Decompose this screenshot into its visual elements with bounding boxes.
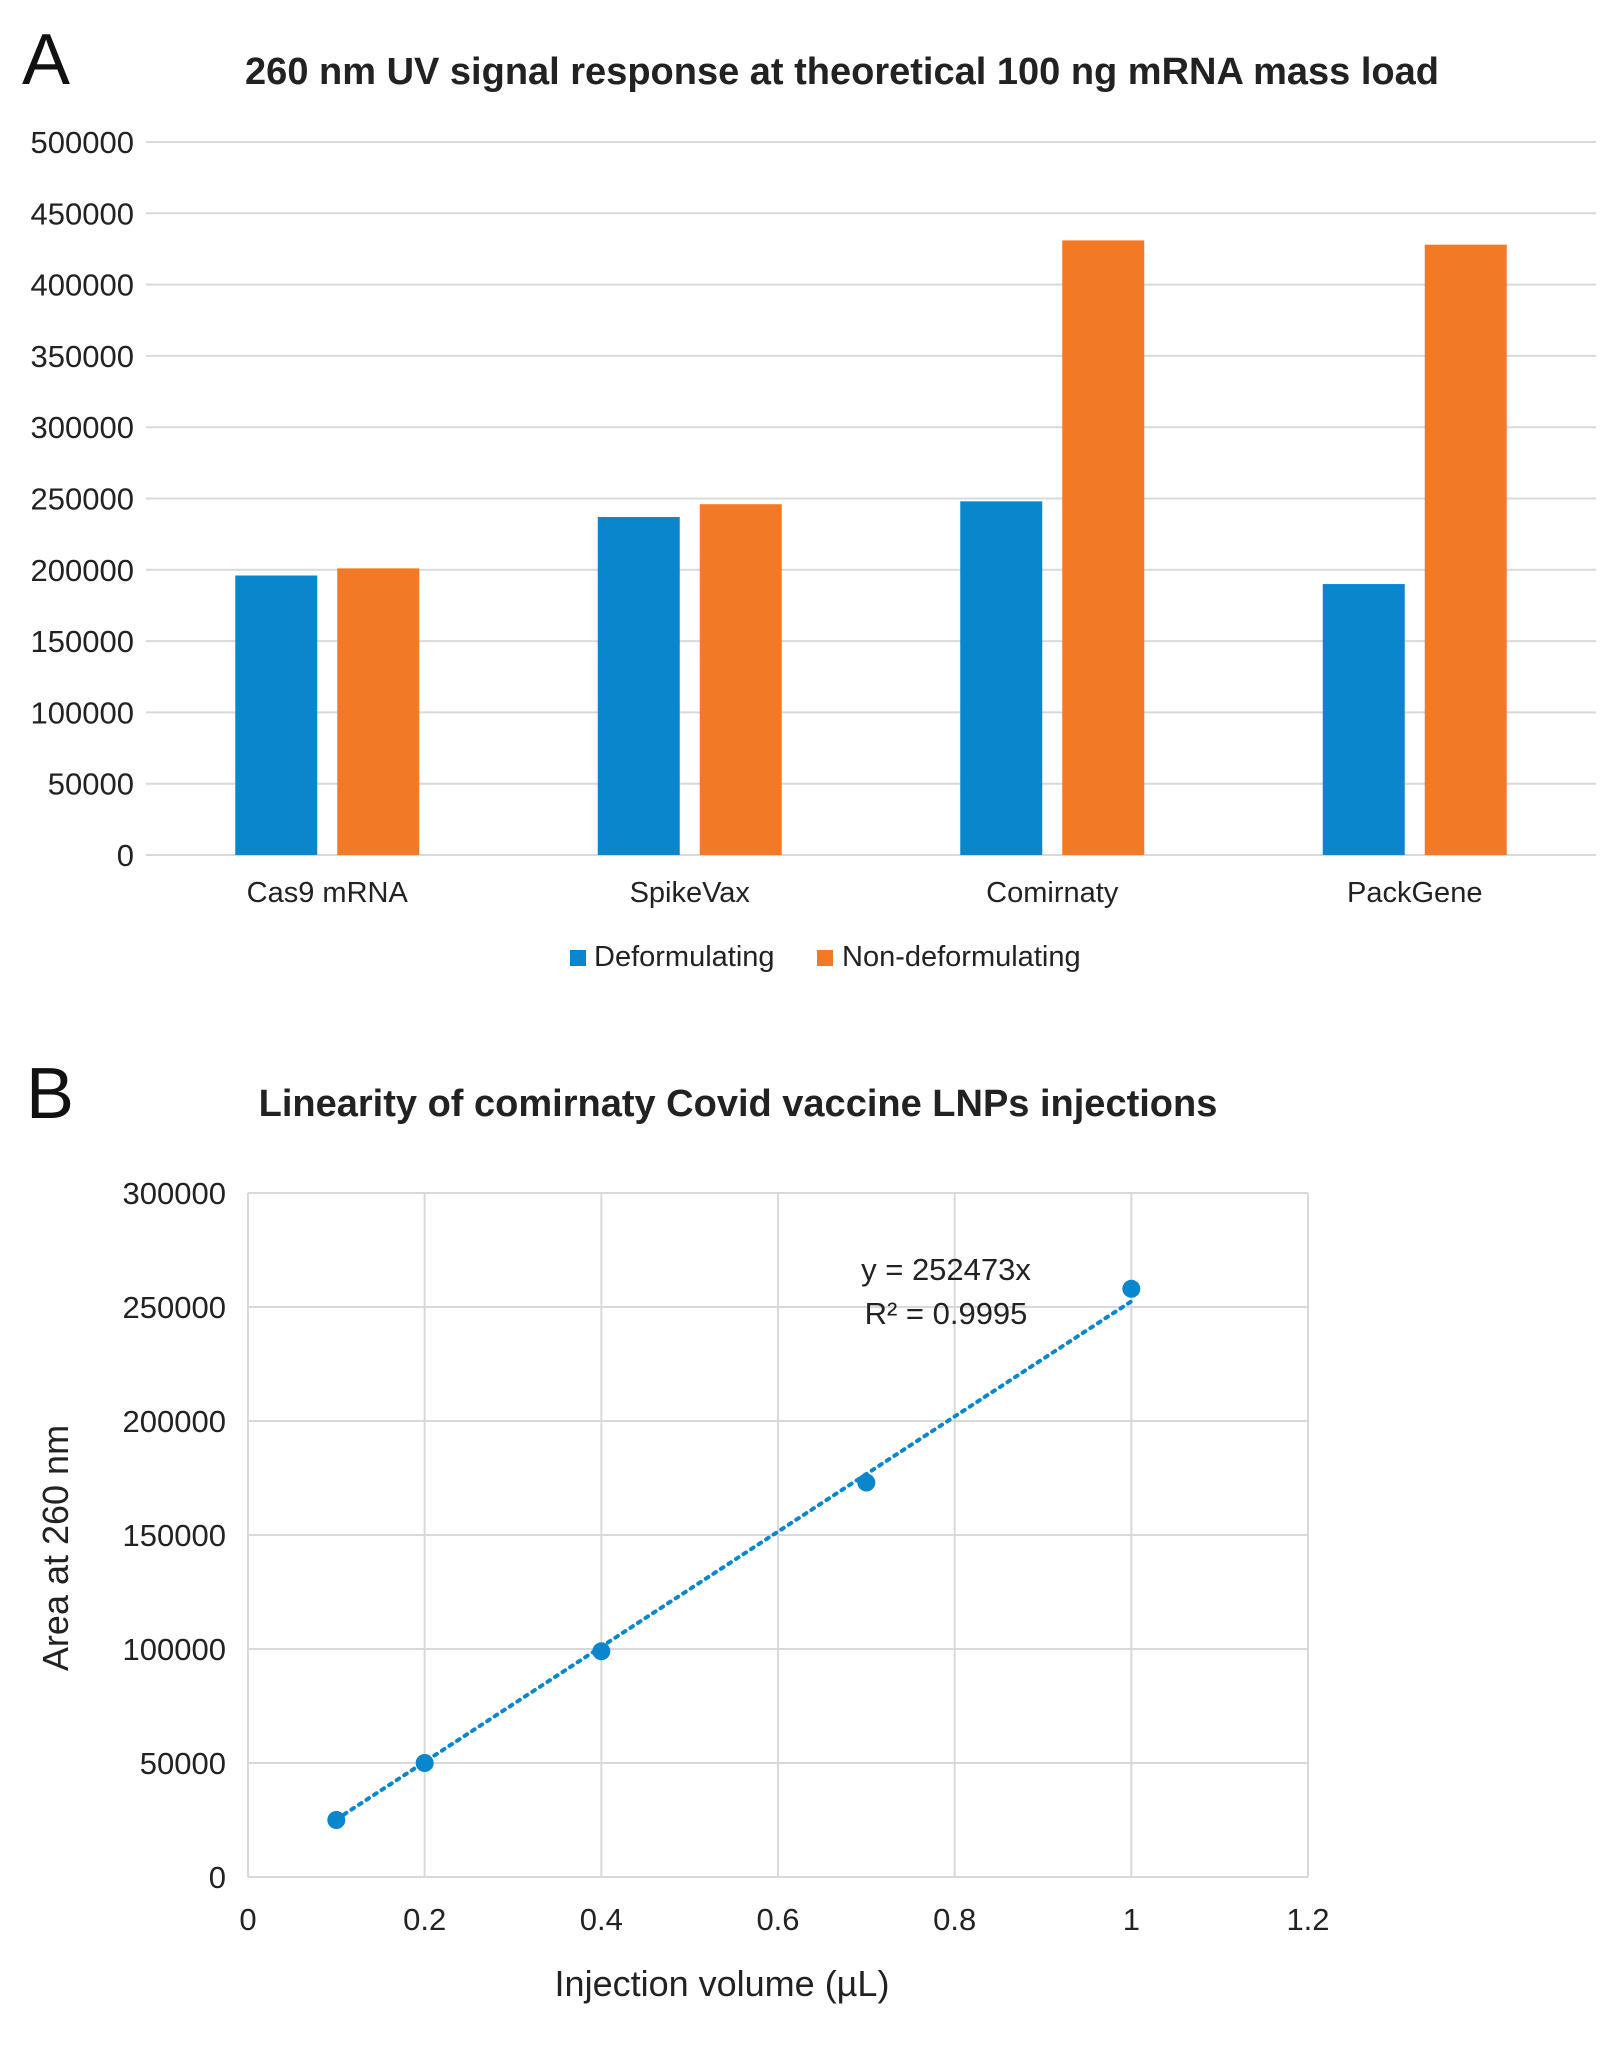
panel-a-title: 260 nm UV signal response at theoretical… bbox=[245, 51, 1439, 93]
legend-label-non-deformulating: Non-deformulating bbox=[842, 941, 1081, 973]
panel-b-x-tick-label: 0.2 bbox=[403, 1902, 446, 1937]
panel-b-y-tick-label: 100000 bbox=[123, 1632, 226, 1667]
bar-deformulating-cas9-mrna bbox=[235, 575, 318, 855]
panel-b-y-tick-label: 250000 bbox=[123, 1290, 226, 1325]
panel-a-legend: Deformulating Non-deformulating bbox=[570, 941, 1081, 973]
legend-swatch-non-deformulating bbox=[817, 950, 833, 966]
bar-non-deformulating-comirnaty bbox=[1062, 240, 1145, 856]
bar-non-deformulating-cas9-mrna bbox=[337, 568, 420, 855]
bar-deformulating-comirnaty bbox=[960, 501, 1043, 855]
panel-b-x-axis-label: Injection volume (µL) bbox=[555, 1963, 890, 2004]
panel-a-letter: A bbox=[22, 20, 70, 100]
panel-b-gridlines bbox=[247, 1192, 1309, 1878]
panel-b-y-axis-label: Area at 260 nm bbox=[35, 1425, 76, 1671]
panel-b-letter: B bbox=[26, 1054, 74, 1134]
panel-a-y-tick-label: 300000 bbox=[31, 410, 134, 445]
panel-a-x-tick-label: Cas9 mRNA bbox=[247, 877, 409, 909]
panel-b-trendline bbox=[334, 1299, 1134, 1822]
panel-a-x-tick-label: PackGene bbox=[1347, 877, 1482, 909]
panel-a-bars bbox=[235, 240, 1507, 856]
panel-b-x-tick-label: 0.4 bbox=[580, 1902, 623, 1937]
panel-a-x-tick-labels: Cas9 mRNA SpikeVax Comirnaty PackGene bbox=[247, 877, 1483, 909]
bar-non-deformulating-packgene bbox=[1424, 244, 1507, 855]
legend-label-deformulating: Deformulating bbox=[594, 941, 775, 973]
panel-b-x-tick-label: 0 bbox=[239, 1902, 256, 1937]
bar-deformulating-spikevax bbox=[597, 517, 680, 855]
panel-b-points bbox=[327, 1279, 1141, 1829]
panel-b-x-tick-label: 0.8 bbox=[933, 1902, 976, 1937]
panel-a-y-tick-label: 100000 bbox=[31, 695, 134, 730]
panel-a-x-tick-label: Comirnaty bbox=[986, 877, 1119, 909]
data-point bbox=[415, 1754, 434, 1772]
data-point bbox=[857, 1473, 876, 1492]
panel-b-x-tick-label: 0.6 bbox=[756, 1902, 799, 1937]
panel-a-x-tick-label: SpikeVax bbox=[630, 877, 751, 909]
panel-a-y-tick-label: 0 bbox=[117, 838, 134, 873]
panel-b-y-tick-label: 300000 bbox=[123, 1176, 226, 1211]
panel-a-y-tick-label: 50000 bbox=[48, 767, 134, 802]
panel-b-x-tick-labels: 0 0.2 0.4 0.6 0.8 1 1.2 bbox=[239, 1902, 1329, 1937]
panel-a-y-tick-label: 150000 bbox=[31, 624, 134, 659]
panel-b-y-tick-label: 200000 bbox=[123, 1404, 226, 1439]
trendline-equation: y = 252473x bbox=[861, 1252, 1031, 1287]
panel-a-bar-chart: A 260 nm UV signal response at theoretic… bbox=[22, 20, 1596, 973]
panel-b-y-tick-labels: 0 50000 100000 150000 200000 250000 300000 bbox=[123, 1176, 226, 1895]
bar-deformulating-packgene bbox=[1322, 584, 1405, 855]
panel-b-scatter-chart: B Linearity of comirnaty Covid vaccine L… bbox=[26, 1054, 1330, 2004]
bar-non-deformulating-spikevax bbox=[699, 504, 782, 855]
data-point bbox=[592, 1642, 611, 1661]
data-point bbox=[1122, 1279, 1141, 1298]
panel-a-y-tick-label: 200000 bbox=[31, 553, 134, 588]
data-point bbox=[327, 1811, 346, 1829]
panel-a-y-tick-label: 400000 bbox=[31, 268, 134, 303]
trendline bbox=[334, 1299, 1134, 1822]
panel-a-y-tick-label: 450000 bbox=[31, 196, 134, 231]
panel-b-y-tick-label: 0 bbox=[209, 1860, 226, 1895]
panel-a-y-tick-labels: 0 50000 100000 150000 200000 250000 300000 3500… bbox=[31, 125, 134, 873]
legend-swatch-deformulating bbox=[570, 950, 586, 966]
panel-b-x-tick-label: 1.2 bbox=[1286, 1902, 1329, 1937]
panel-a-y-tick-label: 250000 bbox=[31, 482, 134, 517]
panel-b-title: Linearity of comirnaty Covid vaccine LNP… bbox=[259, 1083, 1218, 1125]
panel-b-x-tick-label: 1 bbox=[1123, 1902, 1140, 1937]
panel-a-y-tick-label: 350000 bbox=[31, 339, 134, 374]
trendline-r-squared: R² = 0.9995 bbox=[865, 1296, 1028, 1331]
panel-a-y-tick-label: 500000 bbox=[31, 125, 134, 160]
panel-b-y-tick-label: 50000 bbox=[140, 1746, 226, 1781]
panel-b-y-tick-label: 150000 bbox=[123, 1518, 226, 1553]
